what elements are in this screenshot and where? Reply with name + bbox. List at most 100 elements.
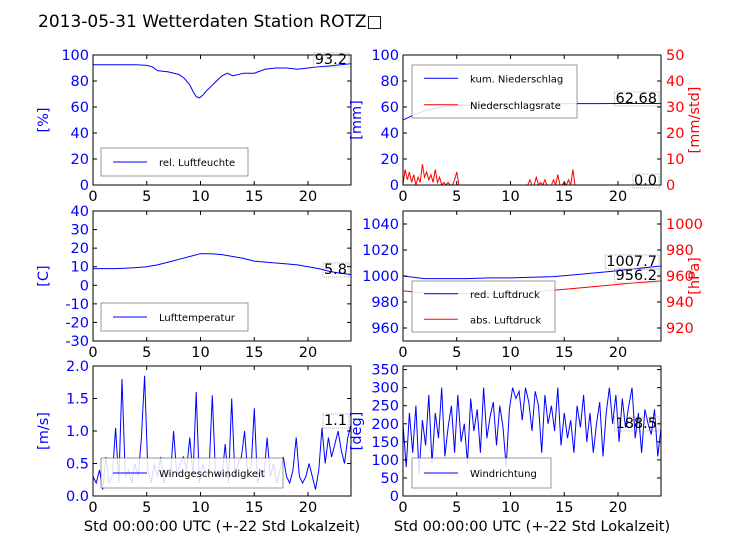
y-axis-label: [C]: [36, 265, 52, 286]
x-tick-label: 5: [142, 189, 151, 205]
x-axis-label: Std 00:00:00 UTC (+-22 Std Lokalzeit): [394, 519, 670, 535]
x-tick-label: 0: [88, 345, 97, 361]
x-tick-label: 10: [191, 500, 209, 516]
annotation-box: [614, 91, 660, 107]
series-line-1: [93, 63, 351, 99]
legend-label: Windgeschwindigkeit: [159, 469, 265, 480]
y2-tick-label: 20: [666, 126, 684, 142]
panel-5: 0 5 10 15 20 0.0 0.5 1.0 1.5 2.0 [m/s] Std 00:00:00…: [36, 359, 360, 535]
legend: Lufttemperatur: [100, 302, 249, 332]
panel-1: 0 5 10 15 20 0 20 40 60 80 100 [%] rel. Luftfeuchte 9…: [36, 48, 352, 205]
panel-3: 0 5 10 15 20 -30 -20 -10 0 10 20 30 40 [C] Lufttempera…: [36, 204, 352, 361]
y-tick-label: 1040: [362, 217, 399, 233]
x-axis-label: Std 00:00:00 UTC (+-22 Std Lokalzeit): [84, 519, 360, 535]
y-tick-label: 80: [71, 74, 89, 90]
y2-tick-label: 920: [666, 321, 694, 337]
x-tick-label: 0: [88, 189, 97, 205]
x-tick-label: 10: [501, 345, 519, 361]
legend-label: abs. Luftdruck: [470, 315, 541, 326]
y-tick-label: 0: [390, 178, 399, 194]
y-tick-label: 960: [371, 321, 399, 337]
legend-label: Lufttemperatur: [159, 313, 236, 324]
legend-box: [411, 280, 556, 333]
y-axis-label: [m/s]: [36, 412, 52, 450]
y-tick-label: 1.5: [66, 392, 89, 408]
y-tick-label: 350: [371, 363, 399, 379]
y2-tick-label: 1000: [666, 217, 703, 233]
y-axis-label: [deg]: [349, 412, 365, 451]
legend-label: kum. Niederschlag: [470, 74, 563, 85]
legend: Windrichtung: [411, 457, 552, 489]
x-tick-label: 15: [245, 189, 263, 205]
y-tick-label: 0.5: [66, 457, 89, 473]
legend: rel. Luftfeuchte: [100, 147, 249, 177]
series-line-1: [93, 253, 351, 275]
x-tick-label: 0: [398, 500, 407, 516]
y-tick-label: 20: [71, 241, 89, 257]
x-tick-label: 20: [299, 500, 317, 516]
x-tick-label: 15: [245, 345, 263, 361]
y-tick-label: 980: [371, 295, 399, 311]
value-annotation: 5.8: [324, 262, 347, 278]
y-tick-label: 50: [381, 471, 399, 487]
axes-frame: [92, 210, 352, 342]
x-tick-label: 10: [191, 345, 209, 361]
value-annotation: 1.1: [324, 413, 347, 429]
legend-box: [411, 64, 578, 119]
y-tick-label: 1.0: [66, 424, 89, 440]
y2-tick-label: 960: [666, 269, 694, 285]
y-tick-label: -30: [65, 334, 89, 350]
y-tick-label: 100: [61, 48, 89, 64]
y-tick-label: 2.0: [66, 359, 89, 375]
value-annotation: 956.2: [615, 268, 657, 284]
panel-4: 0 5 10 15 20 960 980 1000 1020 1040 920 940 960 980 10…: [362, 210, 703, 361]
legend-label: Windrichtung: [470, 469, 537, 480]
y2-tick-label: 980: [666, 243, 694, 259]
x-tick-label: 0: [398, 345, 407, 361]
figure-title: 2013-05-31 Wetterdaten Station ROTZ□: [38, 12, 383, 32]
x-tick-label: 15: [555, 500, 573, 516]
y-tick-label: 10: [71, 260, 89, 276]
y-tick-label: -20: [65, 315, 89, 331]
x-tick-label: 5: [142, 500, 151, 516]
y-tick-label: 40: [381, 126, 399, 142]
x-tick-label: 10: [501, 189, 519, 205]
x-tick-label: 0: [398, 189, 407, 205]
y-tick-label: 20: [381, 152, 399, 168]
y-tick-label: 100: [371, 48, 399, 64]
y2-tick-label: 50: [666, 48, 684, 64]
x-tick-label: 5: [452, 189, 461, 205]
x-tick-label: 20: [609, 345, 627, 361]
y-tick-label: 60: [381, 100, 399, 116]
x-tick-label: 20: [299, 345, 317, 361]
value-annotation: 62.68: [615, 91, 657, 107]
x-tick-label: 20: [609, 189, 627, 205]
value-annotation: 0.0: [634, 173, 657, 189]
y-axis-label: [mm]: [349, 100, 365, 140]
x-tick-label: 5: [452, 345, 461, 361]
axes-frame: [402, 54, 662, 186]
legend-label: rel. Luftfeuchte: [159, 158, 235, 169]
y-tick-label: 1000: [362, 269, 399, 285]
y-tick-label: 30: [71, 223, 89, 239]
legend-label: red. Luftdruck: [470, 290, 540, 301]
y-tick-label: 1020: [362, 243, 399, 259]
y-tick-label: 20: [71, 152, 89, 168]
series-line-1: [403, 265, 661, 280]
y-axis-label: [%]: [36, 107, 52, 132]
axes-frame: [402, 365, 662, 497]
legend: kum. Niederschlag Niederschlagsrate: [411, 64, 578, 119]
legend: Windgeschwindigkeit: [100, 457, 284, 489]
x-tick-label: 20: [609, 500, 627, 516]
series-line-1: [403, 387, 661, 475]
y2-tick-label: 940: [666, 295, 694, 311]
y2-tick-label: 0: [666, 178, 675, 194]
y-tick-label: 100: [371, 453, 399, 469]
y-tick-label: -10: [65, 297, 89, 313]
series-line-2: [403, 164, 661, 185]
annotation-box: [614, 416, 660, 432]
y2-axis-label: [mm/std]: [687, 87, 703, 154]
y2-tick-label: 30: [666, 100, 684, 116]
